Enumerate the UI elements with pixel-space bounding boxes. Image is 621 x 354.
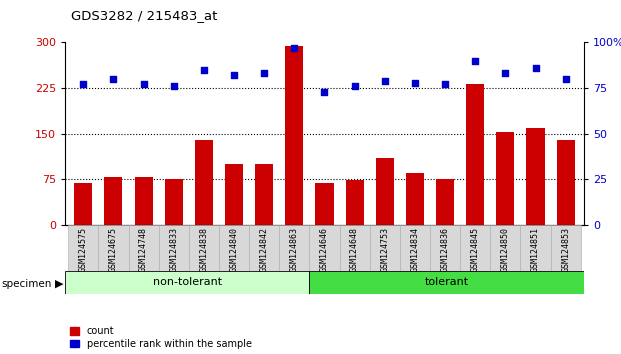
Point xyxy=(501,71,510,76)
Bar xyxy=(527,127,545,225)
FancyBboxPatch shape xyxy=(249,225,279,271)
Point xyxy=(169,84,179,89)
Text: GSM124840: GSM124840 xyxy=(230,227,238,272)
Bar xyxy=(225,164,243,225)
Text: GSM124834: GSM124834 xyxy=(410,227,419,272)
Point xyxy=(259,71,269,76)
FancyBboxPatch shape xyxy=(189,225,219,271)
Point xyxy=(319,89,329,95)
Bar xyxy=(436,179,454,225)
FancyBboxPatch shape xyxy=(520,225,551,271)
Text: GSM124845: GSM124845 xyxy=(471,227,479,272)
Bar xyxy=(345,181,364,225)
FancyBboxPatch shape xyxy=(129,225,158,271)
Point xyxy=(470,58,480,64)
Bar xyxy=(165,179,183,225)
FancyBboxPatch shape xyxy=(430,225,460,271)
Point xyxy=(350,84,360,89)
Point xyxy=(410,80,420,85)
Point xyxy=(380,78,390,84)
Bar xyxy=(556,140,574,225)
Point xyxy=(530,65,540,71)
Bar xyxy=(406,173,424,225)
Bar xyxy=(135,177,153,225)
Bar xyxy=(255,164,273,225)
Point xyxy=(440,81,450,87)
Point xyxy=(289,45,299,51)
Point xyxy=(138,81,148,87)
Text: tolerant: tolerant xyxy=(424,277,468,287)
Point xyxy=(229,73,239,78)
FancyBboxPatch shape xyxy=(309,271,584,294)
FancyBboxPatch shape xyxy=(400,225,430,271)
Text: GSM124675: GSM124675 xyxy=(109,227,118,272)
Text: GSM124836: GSM124836 xyxy=(440,227,450,272)
Text: GSM124748: GSM124748 xyxy=(139,227,148,272)
Text: ▶: ▶ xyxy=(55,279,63,289)
Text: GSM124863: GSM124863 xyxy=(290,227,299,272)
Text: GSM124648: GSM124648 xyxy=(350,227,359,272)
Text: GSM124851: GSM124851 xyxy=(531,227,540,272)
FancyBboxPatch shape xyxy=(65,271,309,294)
FancyBboxPatch shape xyxy=(491,225,520,271)
Text: non-tolerant: non-tolerant xyxy=(153,277,222,287)
FancyBboxPatch shape xyxy=(219,225,249,271)
Bar xyxy=(496,132,514,225)
Text: GSM124850: GSM124850 xyxy=(501,227,510,272)
Text: GSM124838: GSM124838 xyxy=(199,227,209,272)
Point xyxy=(199,67,209,73)
Bar xyxy=(104,177,122,225)
Bar xyxy=(315,183,333,225)
FancyBboxPatch shape xyxy=(551,225,581,271)
Text: GSM124842: GSM124842 xyxy=(260,227,269,272)
Text: specimen: specimen xyxy=(1,279,52,289)
Point xyxy=(561,76,571,82)
FancyBboxPatch shape xyxy=(279,225,309,271)
FancyBboxPatch shape xyxy=(369,225,400,271)
FancyBboxPatch shape xyxy=(460,225,491,271)
Point xyxy=(109,76,119,82)
Bar xyxy=(195,140,213,225)
FancyBboxPatch shape xyxy=(158,225,189,271)
Text: GSM124853: GSM124853 xyxy=(561,227,570,272)
FancyBboxPatch shape xyxy=(309,225,340,271)
Bar xyxy=(285,46,304,225)
Bar xyxy=(376,158,394,225)
Text: GSM124575: GSM124575 xyxy=(79,227,88,272)
Text: GSM124646: GSM124646 xyxy=(320,227,329,272)
FancyBboxPatch shape xyxy=(98,225,129,271)
Point xyxy=(78,81,88,87)
Bar xyxy=(466,84,484,225)
Text: GDS3282 / 215483_at: GDS3282 / 215483_at xyxy=(71,9,218,22)
Legend: count, percentile rank within the sample: count, percentile rank within the sample xyxy=(70,326,252,349)
FancyBboxPatch shape xyxy=(68,225,98,271)
Text: GSM124753: GSM124753 xyxy=(380,227,389,272)
Bar xyxy=(75,183,93,225)
Text: GSM124833: GSM124833 xyxy=(170,227,178,272)
FancyBboxPatch shape xyxy=(340,225,369,271)
